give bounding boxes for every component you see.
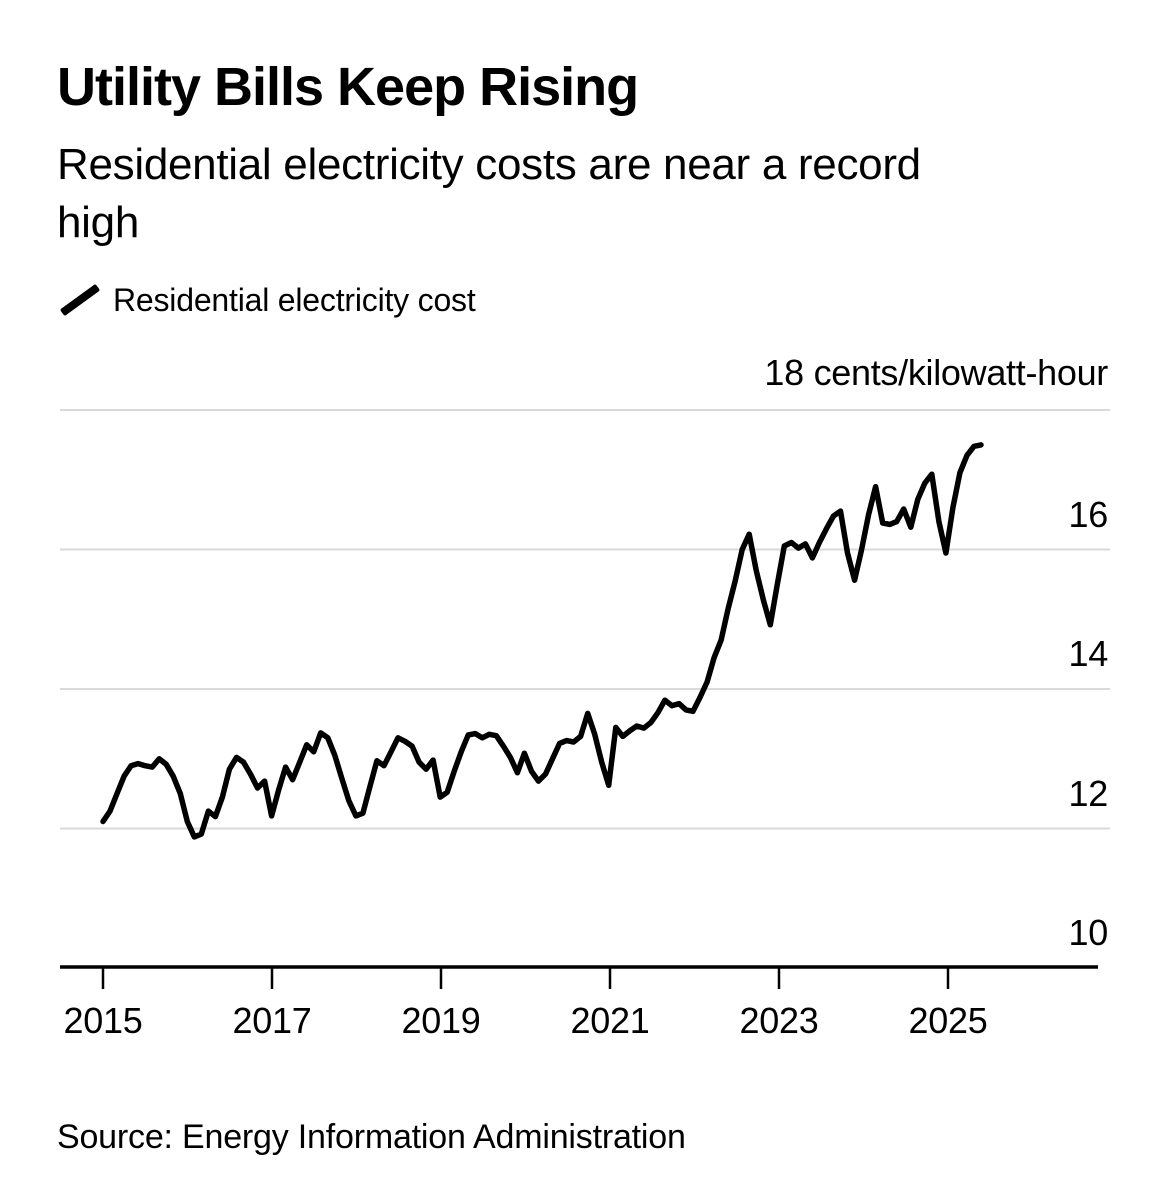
x-tick-label-2023: 2023 xyxy=(739,1000,819,1041)
legend-label: Residential electricity cost xyxy=(113,281,476,318)
residential-electricity-line xyxy=(100,442,984,840)
y-tick-label-16: 16 xyxy=(1068,494,1109,535)
x-tick-label-2015: 2015 xyxy=(63,1000,143,1041)
x-axis-ticks xyxy=(101,967,950,989)
x-tick-label-2019: 2019 xyxy=(401,1000,481,1041)
x-tick-label-2025: 2025 xyxy=(908,1000,988,1041)
line-swatch-icon xyxy=(57,280,101,320)
source-credit: Source: Energy Information Administratio… xyxy=(57,1118,686,1156)
y-tick-label-10: 10 xyxy=(1068,912,1109,953)
page-subtitle: Residential electricity costs are near a… xyxy=(57,140,921,248)
x-tick-label-2021: 2021 xyxy=(570,1000,650,1041)
y-tick-label-14: 14 xyxy=(1068,633,1109,674)
gridlines xyxy=(60,409,1110,830)
page-title: Utility Bills Keep Rising xyxy=(57,57,639,117)
x-tick-label-2017: 2017 xyxy=(232,1000,312,1041)
legend: Residential electricity cost xyxy=(57,280,476,320)
y-axis-unit-label: 18 cents/kilowatt-hour xyxy=(764,352,1108,393)
y-tick-label-12: 12 xyxy=(1068,773,1109,814)
